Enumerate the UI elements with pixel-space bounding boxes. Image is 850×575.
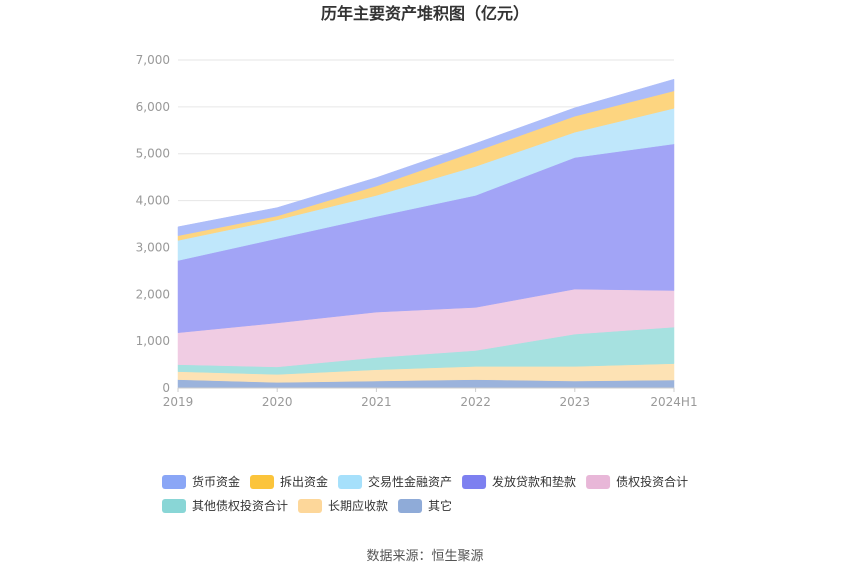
legend-swatch [398, 499, 423, 513]
legend-swatch [462, 475, 487, 489]
y-tick-label: 5,000 [136, 147, 170, 161]
y-tick-label: 1,000 [136, 334, 170, 348]
legend-item[interactable]: 货币资金 [162, 474, 240, 489]
legend-item[interactable]: 债权投资合计 [586, 474, 688, 489]
y-tick-label: 0 [162, 381, 170, 395]
x-tick-label: 2020 [262, 395, 293, 409]
legend-swatch [162, 499, 186, 513]
chart-title: 历年主要资产堆积图（亿元） [321, 4, 529, 23]
legend-label: 交易性金融资产 [368, 474, 452, 489]
legend-label: 其他债权投资合计 [192, 498, 288, 513]
y-tick-label: 3,000 [136, 240, 170, 254]
legend-item[interactable]: 其它 [398, 498, 452, 513]
legend-label: 货币资金 [192, 474, 240, 489]
y-tick-label: 2,000 [136, 287, 170, 301]
legend-label: 发放贷款和垫款 [492, 474, 576, 489]
legend-label: 债权投资合计 [616, 474, 688, 489]
x-tick-label: 2022 [460, 395, 491, 409]
legend-label: 拆出资金 [280, 474, 328, 489]
legend-swatch [298, 499, 323, 513]
x-tick-label: 2023 [560, 395, 591, 409]
legend-item[interactable]: 交易性金融资产 [338, 474, 452, 489]
axis-layer: 2019 2020 2021 2022 2023 2024H1 [163, 387, 698, 409]
x-tick-label: 2019 [163, 395, 194, 409]
source-note: 数据来源：恒生聚源 [366, 549, 483, 564]
x-tick-label: 2021 [361, 395, 392, 409]
legend-swatch [162, 475, 186, 489]
legend-swatch [250, 475, 275, 489]
grid-layer: 0 1,000 2,000 3,000 4,000 5,000 6,000 7,000 [136, 53, 674, 395]
y-tick-label: 4,000 [136, 194, 170, 208]
legend-item[interactable]: 拆出资金 [250, 474, 328, 489]
legend-item[interactable]: 长期应收款 [298, 498, 388, 513]
area-layer [177, 78, 675, 389]
series-area-7 [177, 78, 675, 237]
legend-swatch [338, 475, 363, 489]
legend-swatch [586, 475, 611, 489]
legend-label: 长期应收款 [328, 498, 388, 513]
x-tick-label: 2024H1 [650, 395, 697, 409]
legend-item[interactable]: 发放贷款和垫款 [462, 474, 576, 489]
legend-label: 其它 [428, 498, 452, 513]
y-tick-label: 6,000 [136, 100, 170, 114]
legend-item[interactable]: 其他债权投资合计 [162, 498, 288, 513]
y-tick-label: 7,000 [136, 53, 170, 67]
